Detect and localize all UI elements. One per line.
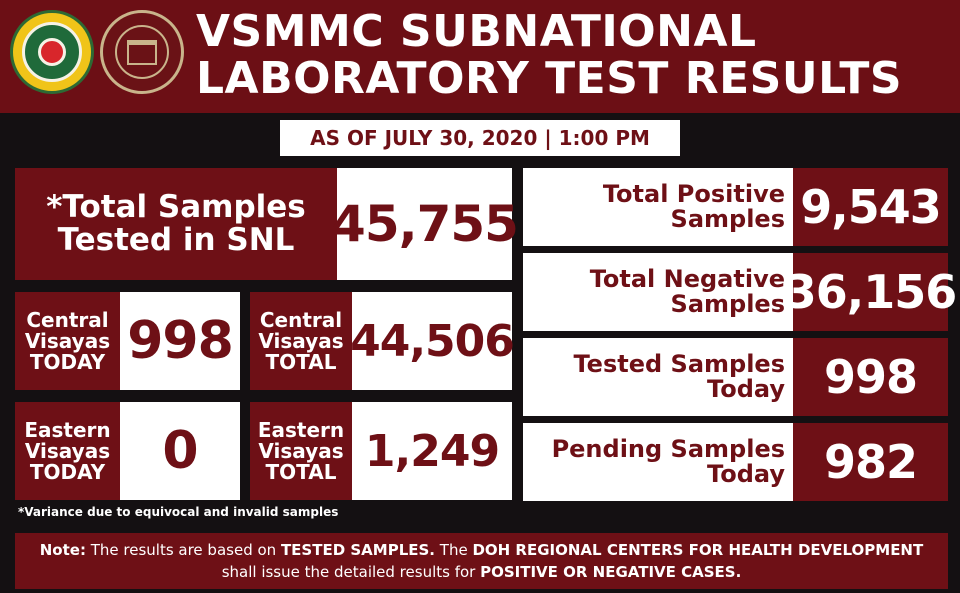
note-bold3: POSITIVE OR NEGATIVE CASES. bbox=[480, 563, 742, 581]
total-positive-value: 9,543 bbox=[793, 168, 948, 246]
eastern-visayas-today-value: 0 bbox=[120, 402, 240, 500]
variance-footnote: *Variance due to equivocal and invalid s… bbox=[18, 505, 339, 519]
eastern-visayas-total-label: Eastern Visayas TOTAL bbox=[250, 402, 352, 500]
positive-line1: Total Positive bbox=[602, 179, 785, 208]
negative-line1: Total Negative bbox=[589, 264, 785, 293]
cv-today-line3: TODAY bbox=[29, 349, 106, 374]
ev-today-line1: Eastern bbox=[24, 417, 111, 442]
pending-line1: Pending Samples bbox=[551, 434, 785, 463]
pending-line2: Today bbox=[707, 460, 785, 488]
doh-seal-icon bbox=[10, 10, 94, 94]
tested-line1: Tested Samples bbox=[573, 349, 786, 378]
vsmmc-seal-icon bbox=[100, 10, 184, 94]
note-text: Note: The results are based on TESTED SA… bbox=[25, 539, 938, 583]
central-visayas-today-value: 998 bbox=[120, 292, 240, 390]
note-banner: Note: The results are based on TESTED SA… bbox=[15, 533, 948, 589]
page-title-line2: LABORATORY TEST RESULTS bbox=[196, 53, 903, 104]
note-part3: shall issue the detailed results for bbox=[221, 563, 481, 581]
pending-today-value: 982 bbox=[793, 423, 948, 501]
ev-today-line3: TODAY bbox=[29, 459, 106, 484]
note-bold1: TESTED SAMPLES. bbox=[280, 541, 436, 559]
header-banner: VSMMC SUBNATIONAL LABORATORY TEST RESULT… bbox=[0, 0, 960, 113]
ev-total-line1: Eastern bbox=[257, 417, 345, 442]
cv-today-line1: Central bbox=[26, 307, 109, 332]
ev-total-line3: TOTAL bbox=[265, 459, 337, 484]
cv-today-line2: Visayas bbox=[24, 328, 111, 353]
eastern-visayas-today-label: Eastern Visayas TODAY bbox=[15, 402, 120, 500]
tested-today-label: Tested Samples Today bbox=[523, 338, 793, 416]
total-samples-value: 45,755 bbox=[331, 168, 519, 280]
note-part2: The bbox=[435, 541, 473, 559]
central-visayas-total-value: 44,506 bbox=[350, 292, 515, 390]
cv-total-line2: Visayas bbox=[258, 328, 344, 353]
pending-today-label: Pending Samples Today bbox=[523, 423, 793, 501]
total-positive-label: Total Positive Samples bbox=[523, 168, 793, 246]
central-visayas-today-label: Central Visayas TODAY bbox=[15, 292, 120, 390]
eastern-visayas-total-value: 1,249 bbox=[352, 402, 512, 500]
cv-total-line3: TOTAL bbox=[265, 349, 337, 374]
note-part1: The results are based on bbox=[85, 541, 281, 559]
note-prefix: Note: bbox=[39, 541, 86, 559]
positive-line2: Samples bbox=[670, 205, 785, 233]
central-visayas-total-label: Central Visayas TOTAL bbox=[250, 292, 352, 390]
ev-total-line2: Visayas bbox=[258, 438, 344, 463]
tested-line2: Today bbox=[707, 375, 785, 403]
page-title-line1: VSMMC SUBNATIONAL bbox=[196, 6, 757, 57]
total-samples-label: *Total Samples Tested in SNL bbox=[15, 168, 337, 280]
date-banner: AS OF JULY 30, 2020 | 1:00 PM bbox=[280, 120, 680, 156]
total-samples-label-line1: *Total Samples bbox=[46, 189, 306, 226]
ev-today-line2: Visayas bbox=[24, 438, 111, 463]
total-samples-label-line2: Tested in SNL bbox=[57, 222, 295, 258]
note-bold2: DOH REGIONAL CENTERS FOR HEALTH DEVELOPM… bbox=[472, 541, 924, 559]
negative-line2: Samples bbox=[670, 290, 785, 318]
tested-today-value: 998 bbox=[793, 338, 948, 416]
cv-total-line1: Central bbox=[259, 307, 343, 332]
total-negative-value: 36,156 bbox=[785, 253, 957, 331]
total-negative-label: Total Negative Samples bbox=[523, 253, 793, 331]
